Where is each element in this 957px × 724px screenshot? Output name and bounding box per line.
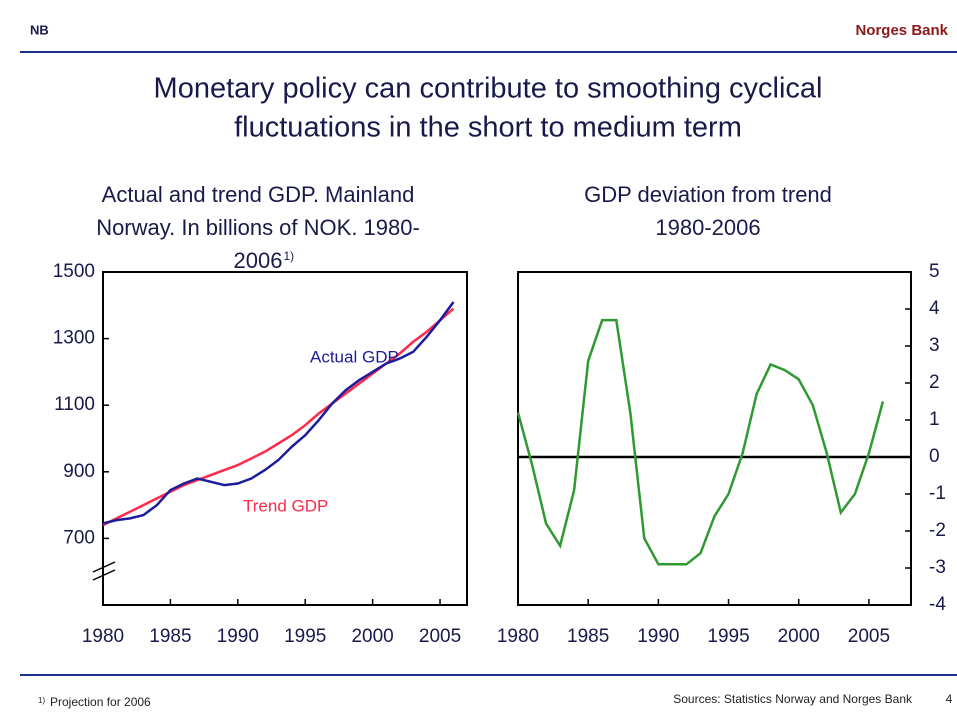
slide-title: fluctuations in the short to medium term	[234, 112, 742, 144]
series-line	[516, 318, 885, 566]
x-tick-label: 2000	[778, 626, 820, 647]
y-tick-label: 0	[929, 446, 940, 467]
axis-break	[92, 569, 116, 581]
y-tick-label: 700	[63, 527, 95, 548]
y-tick-label: 2	[929, 372, 940, 393]
plot-frame	[517, 271, 912, 606]
y-tick-label: -3	[929, 557, 946, 578]
y-tick-label: -2	[929, 520, 946, 541]
y-tick-label: 4	[929, 298, 940, 319]
y-tick-label: 3	[929, 335, 940, 356]
axis-break	[92, 561, 116, 573]
x-tick-label: 1990	[217, 626, 259, 647]
series-label: Trend GDP	[243, 496, 328, 515]
y-tick-label: 5	[929, 261, 940, 282]
x-tick-label: 2005	[848, 626, 890, 647]
x-tick-label: 1985	[567, 626, 609, 647]
y-tick-label: 900	[63, 461, 95, 482]
logo: NB	[30, 22, 49, 37]
y-tick-label: 1100	[54, 394, 95, 415]
y-tick-label: 1	[929, 409, 940, 430]
x-tick-label: 1990	[637, 626, 679, 647]
sources: Sources: Statistics Norway and Norges Ba…	[673, 692, 913, 706]
y-tick-label: 1500	[53, 261, 95, 282]
footnote-mark: 1)	[38, 696, 45, 705]
x-tick-label: 2000	[351, 626, 393, 647]
y-tick-label: -4	[929, 594, 946, 615]
y-tick-label: 1300	[53, 328, 95, 349]
x-tick-label: 1980	[82, 626, 124, 647]
x-tick-label: 1995	[707, 626, 749, 647]
chart-title: Norway. In billions of NOK. 1980-	[96, 215, 420, 240]
brand: Norges Bank	[855, 22, 948, 39]
x-tick-label: 1995	[284, 626, 326, 647]
series-line	[102, 307, 455, 527]
plot-frame	[102, 271, 468, 606]
x-tick-label: 1985	[149, 626, 191, 647]
x-tick-label: 2005	[419, 626, 461, 647]
chart-title: Actual and trend GDP. Mainland	[102, 182, 415, 207]
page-number: 4	[946, 692, 953, 706]
series-line	[102, 301, 455, 525]
chart-title: 2006	[234, 248, 283, 273]
chart-title-note: 1)	[283, 249, 294, 263]
x-tick-label: 1980	[497, 626, 539, 647]
series-label: Actual GDP	[310, 347, 399, 366]
y-tick-label: -1	[929, 483, 946, 504]
chart-title: GDP deviation from trend	[584, 182, 832, 207]
chart-title: 1980-2006	[655, 215, 760, 240]
footnote: Projection for 2006	[50, 695, 151, 709]
slide-title: Monetary policy can contribute to smooth…	[154, 73, 823, 105]
